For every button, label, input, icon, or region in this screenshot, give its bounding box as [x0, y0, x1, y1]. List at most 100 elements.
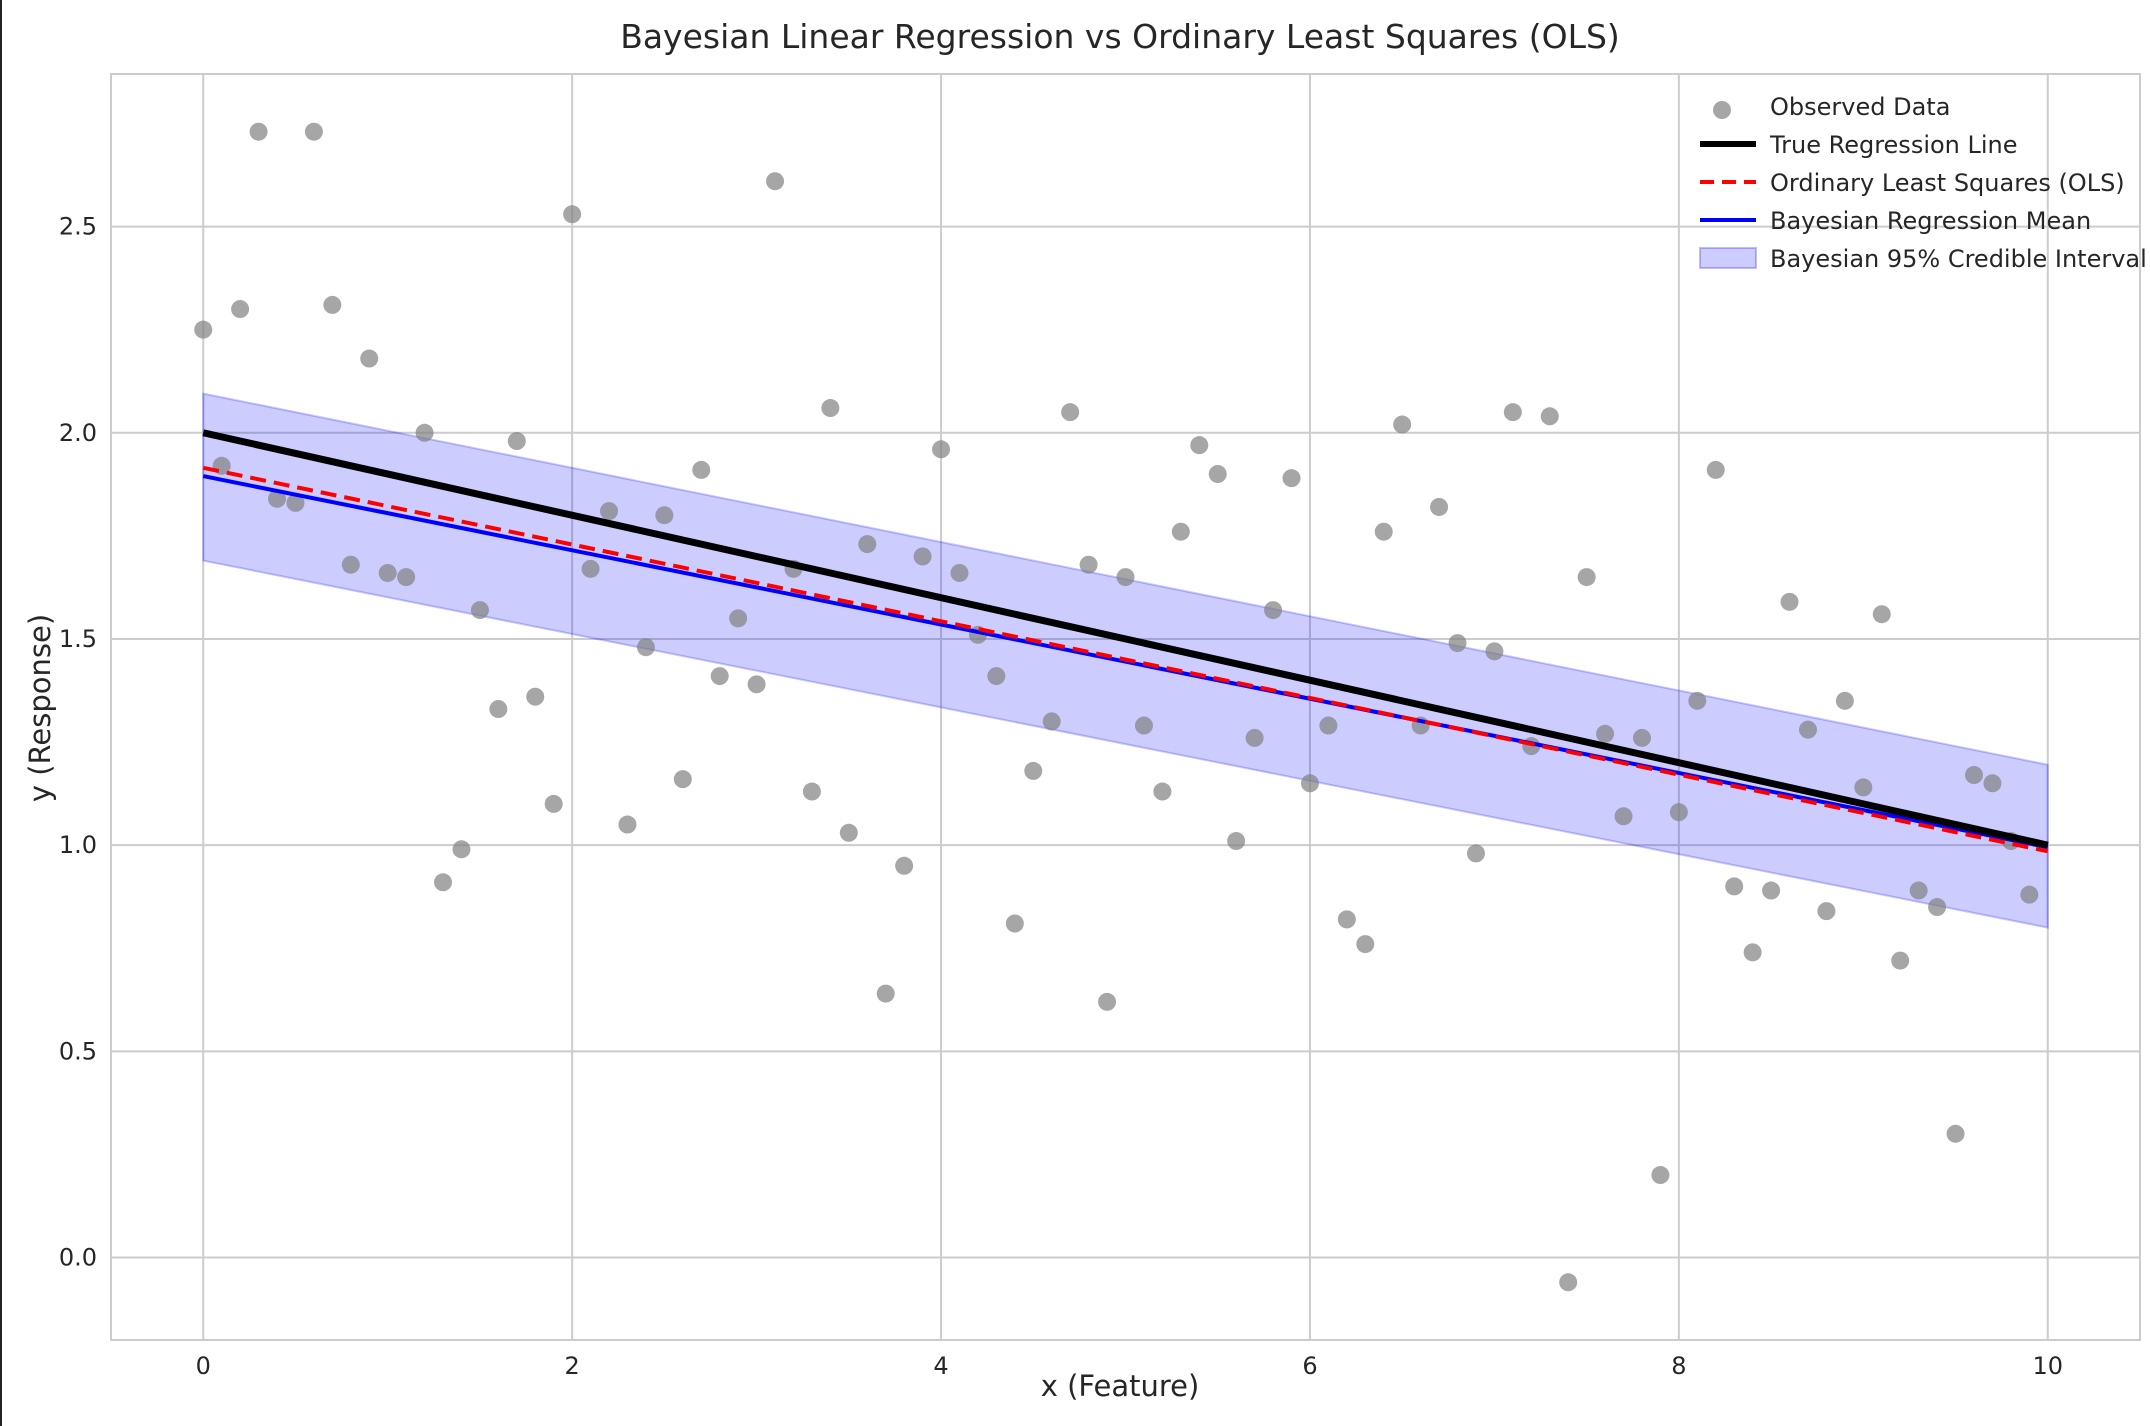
x-tick-label: 2	[564, 1352, 579, 1380]
y-tick-label: 2.0	[59, 419, 97, 447]
legend-marker-icon	[1713, 101, 1731, 119]
data-point	[1227, 832, 1246, 851]
data-point	[821, 399, 840, 418]
x-tick-label: 10	[2032, 1352, 2063, 1380]
data-point	[1393, 415, 1412, 434]
data-point	[1983, 774, 2002, 793]
legend-label: Observed Data	[1770, 93, 1950, 121]
data-point	[1780, 592, 1799, 611]
chart-title: Bayesian Linear Regression vs Ordinary L…	[620, 17, 1620, 56]
data-point	[249, 122, 268, 141]
true-regression-line	[202, 429, 2049, 849]
data-point	[415, 423, 434, 442]
data-point	[655, 506, 674, 525]
data-point	[1171, 522, 1190, 541]
data-point	[1798, 720, 1817, 739]
legend-entry: Bayesian 95% Credible Interval	[1699, 245, 2147, 273]
data-point	[434, 873, 453, 892]
data-point	[1688, 691, 1707, 710]
data-point	[1891, 951, 1910, 970]
data-point	[950, 563, 969, 582]
data-point	[489, 700, 508, 719]
data-point	[286, 493, 305, 512]
x-tick-label: 6	[1302, 1352, 1317, 1380]
data-point	[1854, 778, 1873, 797]
data-point	[544, 794, 563, 813]
legend-entry: Bayesian Regression Mean	[1700, 207, 2091, 235]
data-point	[1835, 691, 1854, 710]
data-point	[581, 559, 600, 578]
data-point	[1651, 1166, 1670, 1185]
data-point	[323, 295, 342, 314]
y-tick-label: 1.0	[59, 831, 97, 859]
data-point	[1264, 601, 1283, 620]
data-point	[304, 122, 323, 141]
data-point	[526, 687, 545, 706]
data-point	[747, 675, 766, 694]
data-point	[1872, 605, 1891, 624]
x-tick-label: 0	[196, 1352, 211, 1380]
data-point	[1909, 881, 1928, 900]
data-point	[1282, 469, 1301, 488]
data-point	[876, 984, 895, 1003]
legend-label: Bayesian 95% Credible Interval	[1770, 245, 2147, 273]
data-point	[1061, 403, 1080, 422]
window-left-border	[0, 0, 2, 1426]
data-point	[1762, 881, 1781, 900]
data-point	[1596, 724, 1615, 743]
y-tick-label: 1.5	[59, 625, 97, 653]
data-point	[1614, 807, 1633, 826]
data-point	[1559, 1273, 1578, 1292]
data-point	[1374, 522, 1393, 541]
legend-entry: True Regression Line	[1700, 131, 2018, 159]
legend-label: Ordinary Least Squares (OLS)	[1770, 169, 2125, 197]
legend: Observed Data True Regression Line Ordinar…	[1699, 93, 2147, 273]
y-tick-label: 2.5	[59, 213, 97, 241]
bayesian-mean-line	[202, 474, 2049, 850]
data-point	[895, 856, 914, 875]
data-point	[1134, 716, 1153, 735]
data-point	[268, 489, 287, 508]
plot-area-frame	[110, 73, 2141, 1341]
data-point	[692, 460, 711, 479]
legend-label: True Regression Line	[1769, 131, 2018, 159]
data-point	[1098, 992, 1117, 1011]
data-point	[341, 555, 360, 574]
y-axis-ticks: 0.0 0.5 1.0 1.5 2.0 2.5	[59, 213, 97, 1272]
data-point	[618, 815, 637, 834]
x-axis-ticks: 0 2 4 6 8 10	[196, 1352, 2063, 1380]
data-point	[1190, 436, 1209, 455]
data-point	[1540, 407, 1559, 426]
data-point	[1079, 555, 1098, 574]
data-point	[1042, 712, 1061, 731]
data-point	[673, 770, 692, 789]
data-point	[839, 823, 858, 842]
data-point	[913, 547, 932, 566]
data-point	[1153, 782, 1172, 801]
data-point	[1964, 766, 1983, 785]
data-point	[1928, 898, 1947, 917]
data-point	[1706, 460, 1725, 479]
data-point	[932, 440, 951, 459]
y-axis-label: y (Response)	[23, 614, 57, 802]
data-point	[1116, 568, 1135, 587]
data-point	[600, 502, 619, 521]
data-point	[1743, 943, 1762, 962]
x-axis-label: x (Feature)	[1041, 1369, 1200, 1403]
data-point	[636, 638, 655, 657]
ols-line	[202, 465, 2049, 854]
data-point	[378, 563, 397, 582]
data-point	[1356, 935, 1375, 954]
data-point	[1669, 803, 1688, 822]
data-point	[1577, 568, 1596, 587]
data-point	[1300, 774, 1319, 793]
data-point	[452, 840, 471, 859]
data-point	[1245, 728, 1264, 747]
data-point	[1005, 914, 1024, 933]
data-point	[1466, 844, 1485, 863]
data-point	[563, 205, 582, 224]
data-point	[1485, 642, 1504, 661]
data-point	[1430, 497, 1449, 516]
data-point	[1632, 728, 1651, 747]
